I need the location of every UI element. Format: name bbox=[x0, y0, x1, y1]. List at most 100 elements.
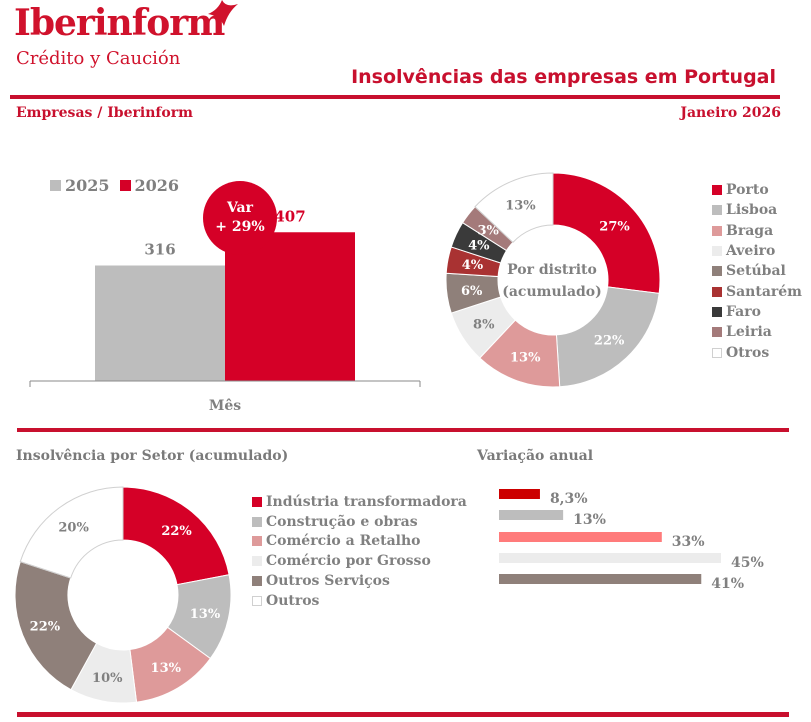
legend-item: Indústria transformadora bbox=[252, 492, 467, 512]
legend-label: Comércio por Grosso bbox=[266, 553, 431, 570]
legend-item: Leiria bbox=[712, 322, 802, 342]
source-label: Empresas / Iberinform bbox=[16, 105, 193, 121]
legend-item: Porto bbox=[712, 180, 802, 200]
legend-label: Aveiro bbox=[726, 243, 776, 260]
hbar-1 bbox=[499, 510, 564, 520]
legend-item: Faro bbox=[712, 302, 802, 322]
period-label: Janeiro 2026 bbox=[680, 105, 781, 121]
legend-label: Santarém bbox=[726, 283, 802, 300]
legend-swatch bbox=[252, 536, 262, 547]
slice-label: 4% bbox=[468, 239, 490, 254]
legend-label: Faro bbox=[726, 303, 761, 320]
district-legend: Porto Lisboa Braga Aveiro Setúbal Santarém Far… bbox=[712, 180, 802, 363]
slice-porto bbox=[552, 172, 661, 294]
legend-swatch bbox=[252, 496, 262, 507]
legend-label: Indústria transformadora bbox=[266, 493, 467, 510]
monthly-bar-chart: 316 407 Mês Var + 29% bbox=[29, 181, 421, 414]
section-divider bbox=[17, 428, 789, 432]
slice-lisboa bbox=[555, 286, 660, 388]
legend-item: Outros Serviços bbox=[252, 571, 467, 591]
donut-center-label-1: Por distrito bbox=[507, 262, 597, 278]
donut-center-label-2: (acumulado) bbox=[502, 284, 602, 300]
legend-label: Leiria bbox=[726, 324, 772, 341]
sector-legend: Indústria transformadora Construção e obr… bbox=[252, 492, 467, 611]
legend-item: Braga bbox=[712, 221, 802, 241]
slice-label: 22% bbox=[161, 524, 192, 539]
slice-label: 13% bbox=[505, 198, 536, 213]
district-donut-chart: 27%22%13%8%6%4%4%3%13% Por distrito (acu… bbox=[445, 172, 661, 388]
legend-label: Lisboa bbox=[726, 202, 778, 219]
header-divider bbox=[10, 95, 780, 99]
legend-label: Outros Serviços bbox=[266, 573, 390, 590]
hbar-4 bbox=[499, 574, 702, 584]
logo-bird-icon bbox=[208, 0, 238, 26]
legend-item: Comércio por Grosso bbox=[252, 551, 467, 571]
bar-value-label-2025: 316 bbox=[144, 241, 175, 259]
x-axis-label: Mês bbox=[209, 398, 241, 414]
bar-value-label-2026: 407 bbox=[274, 207, 305, 225]
legend-label: 2026 bbox=[134, 176, 180, 195]
brand-logo-text: Iberinform bbox=[14, 2, 225, 44]
legend-item: Lisboa bbox=[712, 200, 802, 220]
legend-swatch bbox=[252, 516, 262, 527]
legend-item: Construção e obras bbox=[252, 512, 467, 532]
sector-donut-chart: 22% 13% 13% 10% 22% 20% bbox=[14, 486, 232, 704]
legend-swatch-2026 bbox=[119, 180, 131, 191]
slice-label: 6% bbox=[461, 284, 483, 299]
slice-label: 13% bbox=[190, 607, 221, 622]
legend-label: Porto bbox=[726, 182, 769, 199]
legend-2026: 2026 bbox=[119, 176, 180, 195]
annual-variation-chart: 8,3% 13% 33% 45% 41% bbox=[499, 489, 764, 592]
legend-swatch bbox=[712, 246, 722, 257]
legend-item: Setúbal bbox=[712, 261, 802, 281]
legend-label: Construção e obras bbox=[266, 513, 418, 530]
legend-swatch-2025 bbox=[50, 180, 61, 191]
hbar-value-label: 13% bbox=[573, 512, 606, 528]
legend-swatch bbox=[712, 266, 722, 277]
legend-label: 2025 bbox=[65, 176, 110, 195]
legend-swatch bbox=[712, 205, 722, 216]
legend-swatch bbox=[712, 347, 722, 358]
legend-label: Braga bbox=[726, 222, 774, 239]
hbar-2 bbox=[499, 532, 662, 542]
legend-label: Otros bbox=[726, 344, 770, 361]
hbar-value-label: 8,3% bbox=[550, 491, 588, 507]
slice-otros bbox=[474, 172, 554, 244]
variation-badge bbox=[203, 181, 277, 255]
brand-subtitle: Crédito y Caución bbox=[16, 48, 181, 69]
slice-label: 27% bbox=[599, 219, 630, 234]
legend-swatch bbox=[712, 306, 722, 317]
hbar-value-label: 41% bbox=[711, 576, 744, 592]
legend-swatch bbox=[712, 225, 722, 236]
slice-label: 22% bbox=[594, 333, 625, 348]
slice-outros-serviços bbox=[14, 560, 98, 691]
slice-outros bbox=[19, 486, 124, 579]
bar-2025 bbox=[95, 265, 225, 381]
legend-item: Santarém bbox=[712, 281, 802, 301]
sector-chart-title: Insolvência por Setor (acumulado) bbox=[16, 448, 289, 464]
legend-label: Setúbal bbox=[726, 263, 786, 280]
bar-2026 bbox=[225, 232, 355, 381]
legend-2025: 2025 bbox=[50, 176, 110, 195]
slice-label: 4% bbox=[462, 258, 484, 273]
slice-label: 8% bbox=[473, 317, 495, 332]
bar-legend: 2025 2026 bbox=[50, 176, 179, 195]
legend-label: Outros bbox=[266, 592, 320, 609]
page-title: Insolvências das empresas em Portugal bbox=[351, 66, 776, 88]
legend-item: Aveiro bbox=[712, 241, 802, 261]
slice-label: 20% bbox=[58, 521, 89, 536]
legend-swatch bbox=[252, 556, 262, 567]
legend-swatch bbox=[252, 576, 262, 587]
legend-item: Comércio a Retalho bbox=[252, 532, 467, 552]
variation-badge-line2: + 29% bbox=[215, 219, 264, 235]
legend-item: Outros bbox=[252, 591, 467, 611]
hbar-3 bbox=[499, 553, 721, 563]
slice-label: 10% bbox=[92, 671, 123, 686]
legend-swatch bbox=[712, 327, 722, 338]
hbar-value-label: 45% bbox=[731, 555, 764, 571]
slice-label: 3% bbox=[478, 223, 500, 238]
legend-swatch bbox=[252, 595, 262, 606]
annual-variation-title: Variação anual bbox=[477, 448, 594, 464]
hbar-value-label: 33% bbox=[672, 534, 705, 550]
legend-swatch bbox=[712, 286, 722, 297]
